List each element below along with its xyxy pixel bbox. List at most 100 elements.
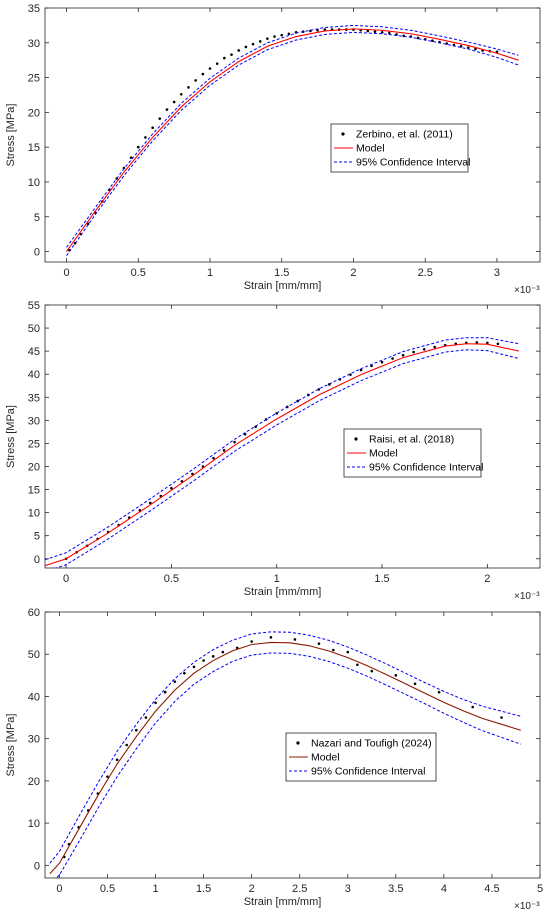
x-tick-label: 3 <box>494 267 500 279</box>
x-axis-label: Strain [mm/mm] <box>244 586 322 598</box>
data-point <box>223 56 226 60</box>
data-point <box>212 456 215 460</box>
model-line <box>49 641 521 875</box>
y-tick-label: 20 <box>28 107 40 119</box>
x-tick-label: 5 <box>537 883 543 895</box>
data-point <box>466 46 470 49</box>
plot-series-group <box>49 631 521 878</box>
data-point <box>437 690 441 694</box>
y-tick-label: 5 <box>34 531 40 543</box>
y-tick-label: 25 <box>28 438 40 450</box>
data-point <box>380 31 384 34</box>
data-point <box>172 100 176 104</box>
y-tick-label: 60 <box>28 607 40 619</box>
y-tick-label: 35 <box>28 3 40 15</box>
legend: Nazari and Toufigh (2024) Model 95% Confid… <box>285 732 437 782</box>
data-point <box>269 636 273 639</box>
x-tick-label: 0 <box>63 573 69 585</box>
data-point <box>244 45 248 49</box>
legend-marker-points <box>296 741 300 745</box>
data-point <box>323 28 327 31</box>
data-point <box>287 32 291 36</box>
confidence-interval-line <box>55 652 521 878</box>
data-point <box>388 31 391 35</box>
y-tick-label: 20 <box>28 776 40 788</box>
data-point <box>230 53 233 56</box>
y-tick-label: 0 <box>34 554 40 566</box>
legend-label: 95% Confidence Interval <box>369 462 483 474</box>
x-tick-label: 3.5 <box>388 883 403 895</box>
data-point <box>250 640 253 643</box>
data-point <box>359 368 363 372</box>
legend-box <box>285 732 437 782</box>
y-tick-label: 0 <box>34 247 40 259</box>
x-tick-label: 2.5 <box>418 267 433 279</box>
legend-label: Model <box>369 448 398 460</box>
data-point <box>394 674 398 677</box>
y-tick-label: 15 <box>28 142 40 154</box>
x-tick-label: 2 <box>249 883 255 895</box>
y-axis-label: Stress [MPa] <box>5 714 17 777</box>
x-tick-label: 1.5 <box>196 883 211 895</box>
data-point <box>187 86 190 89</box>
data-point <box>373 30 377 33</box>
data-point <box>332 648 335 652</box>
data-point <box>237 49 240 52</box>
data-point <box>422 347 426 351</box>
x-tick-label: 4.5 <box>484 883 499 895</box>
data-point <box>471 705 475 709</box>
confidence-interval-line <box>45 337 520 561</box>
data-point <box>129 156 133 159</box>
data-point <box>317 388 321 391</box>
data-point <box>445 42 449 45</box>
data-point <box>356 663 359 667</box>
x-tick-label: 1 <box>152 883 158 895</box>
y-tick-label: 30 <box>28 734 40 746</box>
x-axis-label: Strain [mm/mm] <box>244 280 322 292</box>
x-tick-label: 0 <box>56 883 62 895</box>
y-tick-label: 5 <box>34 212 40 224</box>
x-tick-label: 1.5 <box>374 573 389 585</box>
x-tick-label: 3 <box>345 883 351 895</box>
y-tick-label: 40 <box>28 369 40 381</box>
plot-area-box <box>44 304 541 569</box>
legend-label: 95% Confidence Interval <box>356 157 470 169</box>
data-point <box>158 117 162 120</box>
data-point <box>136 145 140 149</box>
data-point <box>233 440 236 444</box>
y-tick-label: 15 <box>28 485 40 497</box>
data-point <box>202 659 205 662</box>
data-point <box>222 449 226 452</box>
legend-label: Nazari and Toufigh (2024) <box>311 738 432 750</box>
x-axis-exponent: ×10⁻³ <box>514 591 540 602</box>
data-point <box>215 62 219 65</box>
data-point <box>170 486 173 490</box>
data-point <box>165 108 169 111</box>
y-tick-label: 40 <box>28 691 40 703</box>
plot-area-box <box>44 611 541 879</box>
y-tick-label: 10 <box>28 818 40 830</box>
data-point <box>221 650 225 654</box>
data-point <box>151 126 154 129</box>
legend-label: Zerbino, et al. (2011) <box>356 129 453 141</box>
legend-box <box>330 123 469 173</box>
x-axis-exponent: ×10⁻³ <box>514 901 540 912</box>
x-tick-label: 2 <box>484 573 490 585</box>
legend-label: Model <box>311 752 340 764</box>
data-point <box>194 79 197 82</box>
data-point <box>149 501 152 505</box>
y-tick-label: 45 <box>28 346 40 358</box>
legend-label: 95% Confidence Interval <box>311 766 425 778</box>
y-tick-label: 30 <box>28 415 40 427</box>
x-tick-label: 0 <box>63 267 69 279</box>
data-point <box>180 92 183 96</box>
data-point <box>183 671 186 675</box>
confidence-interval-line <box>66 31 519 257</box>
y-tick-label: 30 <box>28 38 40 50</box>
data-point <box>413 682 417 686</box>
data-point <box>346 650 350 654</box>
chart-panel-3: 0 0.5 1 1.5 2 2.5 3 3.5 4 4.5 50102030405060Strain… <box>5 607 543 912</box>
confidence-interval-line <box>54 349 520 568</box>
plot-series-group <box>66 24 519 257</box>
